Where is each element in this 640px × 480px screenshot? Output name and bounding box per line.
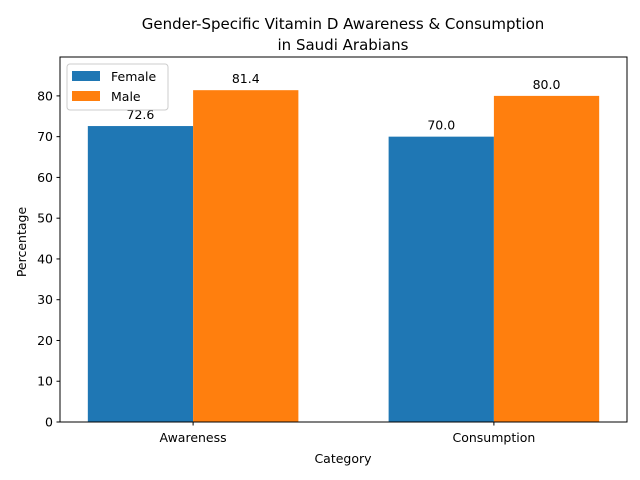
legend-label-male: Male (111, 89, 141, 104)
bar-label-female-consumption: 70.0 (427, 118, 455, 133)
y-tick-label: 70 (37, 129, 53, 144)
legend-swatch-male (72, 91, 100, 101)
y-axis-title: Percentage (14, 207, 29, 278)
x-tick-label-consumption: Consumption (452, 430, 535, 445)
bar-female-awareness (87, 126, 194, 423)
y-tick-label: 50 (37, 211, 53, 226)
plot-frame (59, 56, 628, 423)
legend-swatch-female (72, 71, 100, 81)
chart-title-line-1: Gender-Specific Vitamin D Awareness & Co… (142, 15, 545, 33)
chart-title-line-2: in Saudi Arabians (278, 36, 409, 54)
bars-group (87, 90, 600, 423)
y-tick-label: 20 (37, 333, 53, 348)
bar-male-consumption (493, 95, 600, 422)
legend: Female Male (66, 63, 169, 111)
bar-label-male-consumption: 80.0 (533, 77, 561, 92)
y-tick-label: 60 (37, 170, 53, 185)
y-tick-label: 30 (37, 292, 53, 307)
bar-male-awareness (193, 90, 299, 422)
x-axis-title: Category (314, 451, 372, 466)
bar-labels-group: 72.6 70.0 81.4 80.0 (127, 71, 561, 132)
legend-label-female: Female (111, 69, 157, 84)
bar-label-male-awareness: 81.4 (232, 71, 260, 86)
y-tick-label: 0 (45, 415, 53, 430)
bar-female-consumption (388, 136, 494, 423)
y-tick-label: 10 (37, 374, 53, 389)
x-axis: Awareness Consumption (160, 422, 535, 445)
y-tick-label: 40 (37, 251, 53, 266)
bar-label-female-awareness: 72.6 (127, 107, 155, 122)
x-tick-label-awareness: Awareness (160, 430, 227, 445)
y-axis: 0 10 20 30 40 50 60 70 80 (37, 88, 60, 430)
y-tick-label: 80 (37, 88, 53, 103)
